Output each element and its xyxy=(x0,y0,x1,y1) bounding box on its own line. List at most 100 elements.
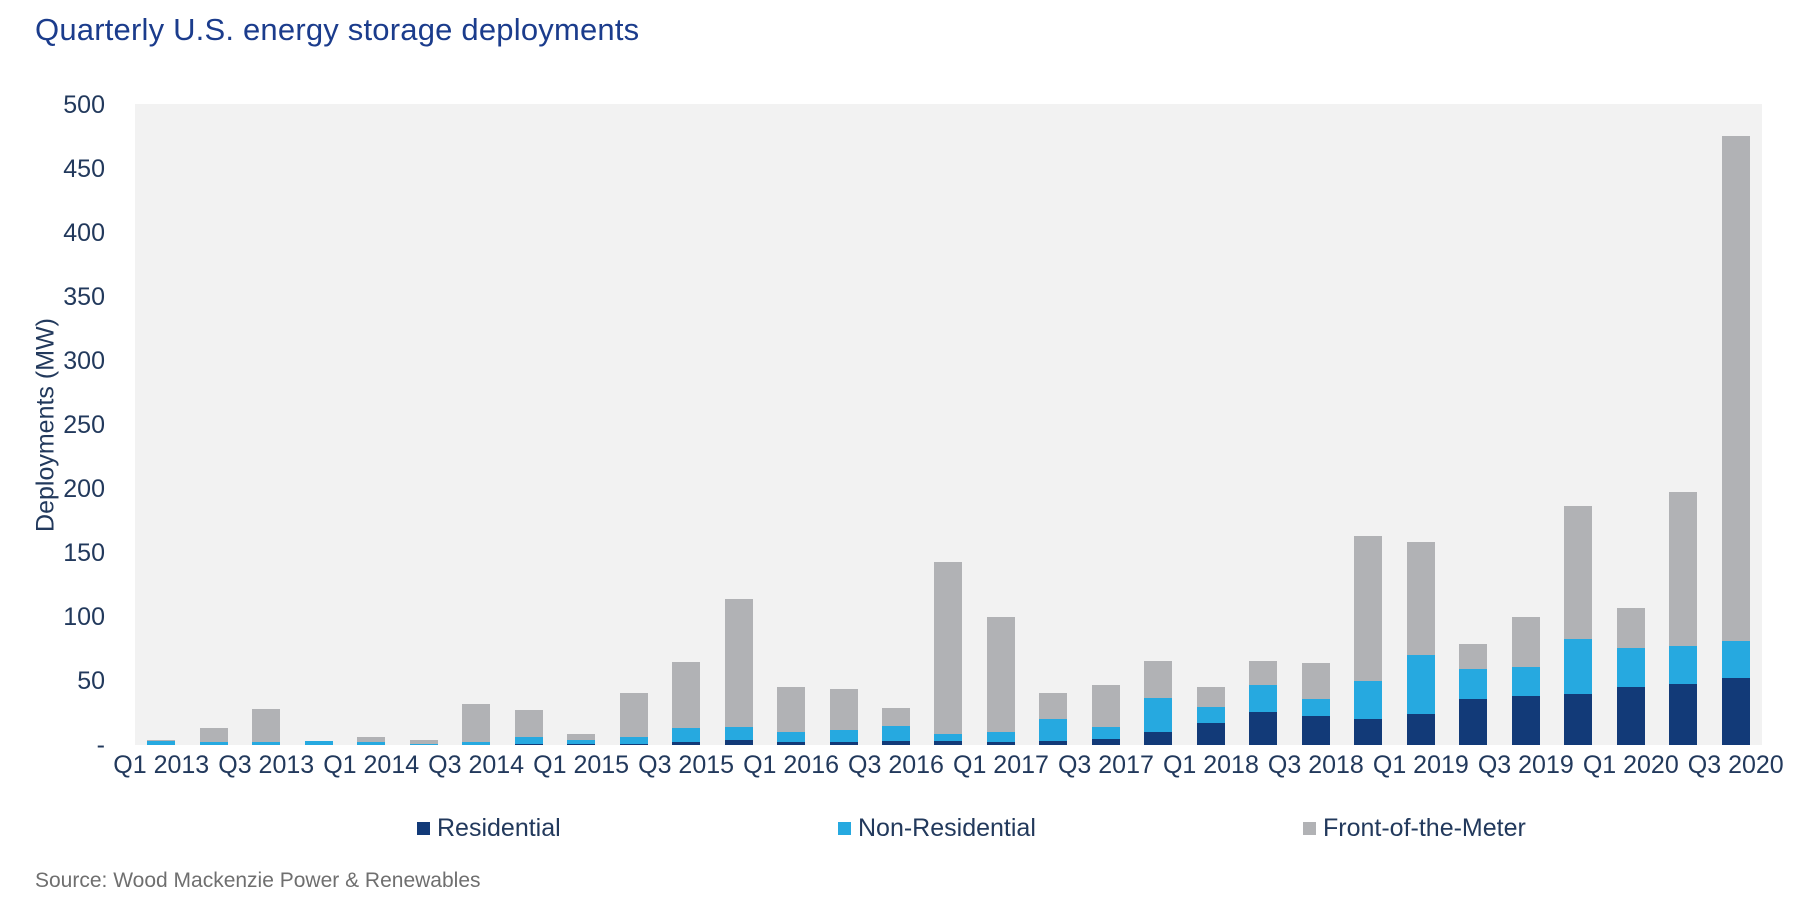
bar-segment-front-of-the-meter[interactable] xyxy=(147,739,176,742)
bar-segment-residential[interactable] xyxy=(514,743,543,745)
bar-segment-non-residential[interactable] xyxy=(934,733,963,742)
bar-segment-front-of-the-meter[interactable] xyxy=(514,710,543,738)
bar-segment-non-residential[interactable] xyxy=(724,727,753,740)
bar-segment-front-of-the-meter[interactable] xyxy=(1196,687,1225,707)
bar-segment-non-residential[interactable] xyxy=(409,743,438,745)
bar-segment-front-of-the-meter[interactable] xyxy=(1354,536,1383,682)
bar-segment-front-of-the-meter[interactable] xyxy=(777,687,806,733)
bar-segment-non-residential[interactable] xyxy=(1144,697,1173,733)
bar-segment-front-of-the-meter[interactable] xyxy=(462,704,491,743)
stacked-bar-q2-2016[interactable] xyxy=(829,688,858,745)
bar-segment-front-of-the-meter[interactable] xyxy=(357,737,386,743)
stacked-bar-q2-2020[interactable] xyxy=(1669,491,1698,745)
bar-segment-front-of-the-meter[interactable] xyxy=(1669,491,1698,647)
bar-segment-front-of-the-meter[interactable] xyxy=(1721,135,1750,642)
bar-segment-non-residential[interactable] xyxy=(777,732,806,743)
bar-segment-non-residential[interactable] xyxy=(199,742,228,745)
bar-segment-residential[interactable] xyxy=(724,739,753,745)
bar-segment-residential[interactable] xyxy=(1406,714,1435,745)
bar-segment-non-residential[interactable] xyxy=(462,742,491,745)
bar-segment-front-of-the-meter[interactable] xyxy=(619,692,648,738)
bar-segment-non-residential[interactable] xyxy=(619,737,648,744)
bar-segment-front-of-the-meter[interactable] xyxy=(1039,692,1068,720)
bar-segment-residential[interactable] xyxy=(1354,719,1383,745)
stacked-bar-q1-2020[interactable] xyxy=(1616,608,1645,745)
stacked-bar-q2-2018[interactable] xyxy=(1249,660,1278,745)
bar-segment-front-of-the-meter[interactable] xyxy=(567,733,596,740)
stacked-bar-q4-2016[interactable] xyxy=(934,561,963,745)
bar-segment-residential[interactable] xyxy=(672,742,701,745)
bar-segment-residential[interactable] xyxy=(1144,732,1173,745)
bar-segment-non-residential[interactable] xyxy=(1301,698,1330,716)
bar-segment-front-of-the-meter[interactable] xyxy=(1406,541,1435,656)
bar-segment-front-of-the-meter[interactable] xyxy=(1091,684,1120,728)
stacked-bar-q4-2013[interactable] xyxy=(304,741,333,745)
stacked-bar-q3-2016[interactable] xyxy=(882,707,910,745)
stacked-bar-q3-2014[interactable] xyxy=(462,704,491,745)
bar-segment-non-residential[interactable] xyxy=(986,732,1015,743)
stacked-bar-q3-2018[interactable] xyxy=(1301,663,1330,745)
bar-segment-front-of-the-meter[interactable] xyxy=(1144,660,1173,698)
bar-segment-front-of-the-meter[interactable] xyxy=(1249,660,1278,685)
bar-segment-residential[interactable] xyxy=(882,741,910,745)
bar-segment-front-of-the-meter[interactable] xyxy=(829,688,858,730)
bar-segment-non-residential[interactable] xyxy=(672,728,701,743)
stacked-bar-q4-2017[interactable] xyxy=(1144,660,1173,745)
bar-segment-residential[interactable] xyxy=(1039,741,1068,745)
bar-segment-residential[interactable] xyxy=(1196,723,1225,745)
bar-segment-non-residential[interactable] xyxy=(1039,719,1068,742)
bar-segment-residential[interactable] xyxy=(567,743,596,745)
bar-segment-front-of-the-meter[interactable] xyxy=(199,728,228,743)
bar-segment-front-of-the-meter[interactable] xyxy=(724,599,753,728)
bar-segment-front-of-the-meter[interactable] xyxy=(1459,643,1488,670)
legend-item-front-of-the-meter[interactable]: Front-of-the-Meter xyxy=(1303,814,1526,842)
stacked-bar-q1-2018[interactable] xyxy=(1196,687,1225,745)
bar-segment-non-residential[interactable] xyxy=(1459,669,1488,699)
stacked-bar-q3-2015[interactable] xyxy=(672,661,701,745)
bar-segment-non-residential[interactable] xyxy=(1196,706,1225,724)
stacked-bar-q4-2019[interactable] xyxy=(1564,505,1593,745)
bar-segment-front-of-the-meter[interactable] xyxy=(409,739,438,744)
bar-segment-front-of-the-meter[interactable] xyxy=(1511,617,1540,667)
stacked-bar-q3-2017[interactable] xyxy=(1091,684,1120,745)
bar-segment-non-residential[interactable] xyxy=(252,742,281,745)
bar-segment-residential[interactable] xyxy=(1669,683,1698,745)
legend-item-residential[interactable]: Residential xyxy=(417,814,561,842)
stacked-bar-q1-2019[interactable] xyxy=(1406,541,1435,745)
bar-segment-residential[interactable] xyxy=(1091,738,1120,745)
bar-segment-residential[interactable] xyxy=(1721,678,1750,745)
bar-segment-residential[interactable] xyxy=(934,741,963,745)
bar-segment-non-residential[interactable] xyxy=(1721,641,1750,679)
stacked-bar-q3-2020[interactable] xyxy=(1721,135,1750,745)
bar-segment-residential[interactable] xyxy=(1616,687,1645,745)
bar-segment-non-residential[interactable] xyxy=(514,737,543,744)
bar-segment-non-residential[interactable] xyxy=(829,729,858,743)
bar-segment-non-residential[interactable] xyxy=(1354,681,1383,720)
bar-segment-non-residential[interactable] xyxy=(357,742,386,745)
bar-segment-non-residential[interactable] xyxy=(567,739,596,744)
stacked-bar-q2-2014[interactable] xyxy=(409,739,438,745)
stacked-bar-q1-2013[interactable] xyxy=(147,739,176,745)
bar-segment-front-of-the-meter[interactable] xyxy=(1616,608,1645,648)
bar-segment-front-of-the-meter[interactable] xyxy=(1564,505,1593,639)
stacked-bar-q3-2019[interactable] xyxy=(1511,617,1540,745)
legend-item-non-residential[interactable]: Non-Residential xyxy=(838,814,1036,842)
bar-segment-residential[interactable] xyxy=(1564,693,1593,745)
bar-segment-residential[interactable] xyxy=(986,742,1015,745)
stacked-bar-q2-2015[interactable] xyxy=(619,692,648,745)
bar-segment-front-of-the-meter[interactable] xyxy=(882,707,910,726)
bar-segment-non-residential[interactable] xyxy=(1091,727,1120,739)
bar-segment-front-of-the-meter[interactable] xyxy=(252,709,281,743)
bar-segment-non-residential[interactable] xyxy=(1511,666,1540,697)
bar-segment-non-residential[interactable] xyxy=(147,741,176,745)
bar-segment-non-residential[interactable] xyxy=(1564,638,1593,694)
stacked-bar-q1-2014[interactable] xyxy=(357,737,386,745)
bar-segment-residential[interactable] xyxy=(1511,696,1540,745)
bar-segment-residential[interactable] xyxy=(619,743,648,745)
stacked-bar-q1-2017[interactable] xyxy=(986,617,1015,745)
bar-segment-residential[interactable] xyxy=(1249,711,1278,745)
bar-segment-front-of-the-meter[interactable] xyxy=(672,661,701,729)
stacked-bar-q1-2015[interactable] xyxy=(567,733,596,745)
bar-segment-front-of-the-meter[interactable] xyxy=(1301,663,1330,699)
stacked-bar-q4-2014[interactable] xyxy=(514,710,543,745)
